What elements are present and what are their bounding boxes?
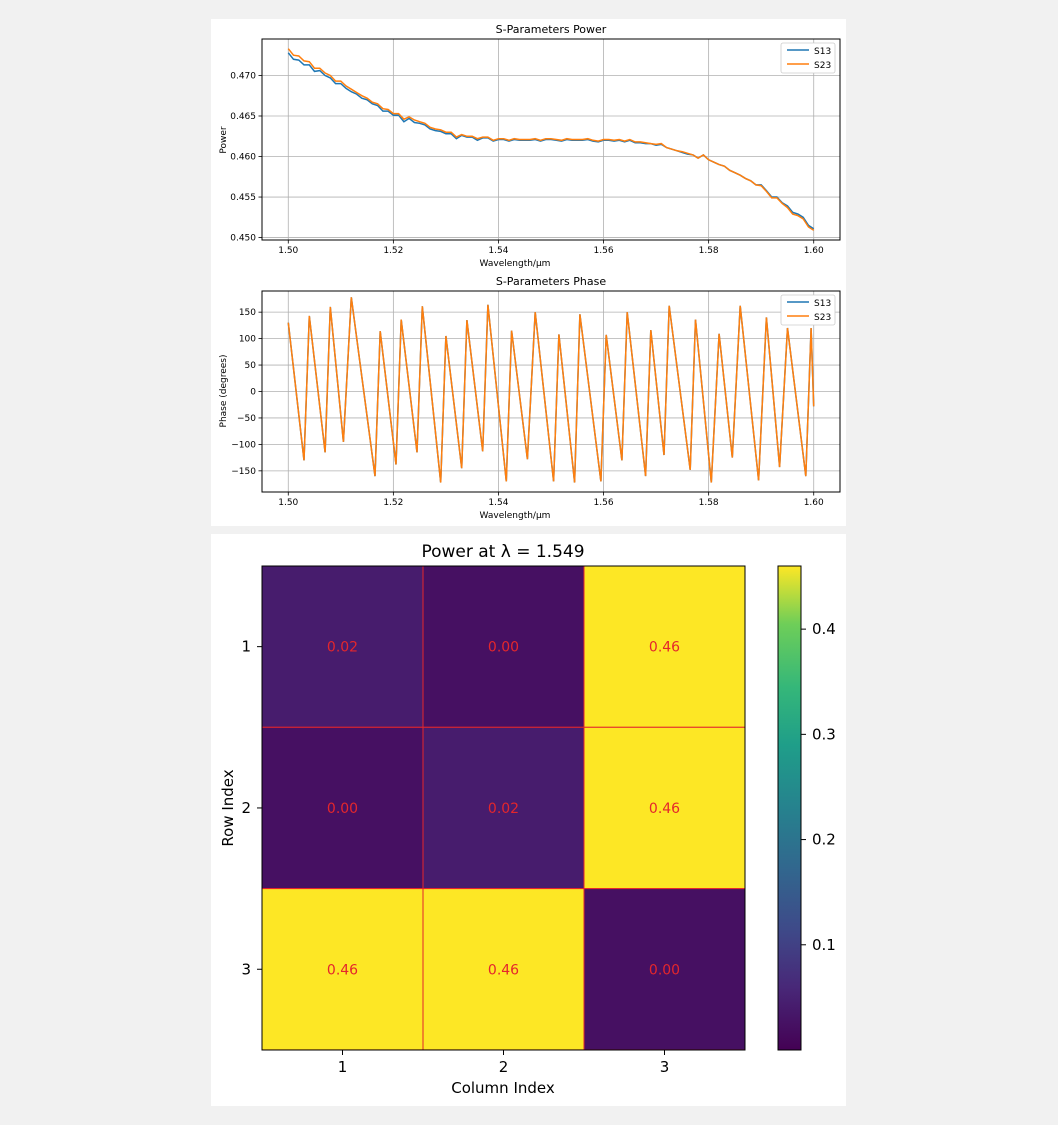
heatmap-panel: Power at λ = 1.549 0.02 0.00 0.46 0.00 0.02 0… (211, 534, 846, 1106)
1-x-tick-label: 1.60 (804, 498, 824, 508)
heatmap-cell (422, 726, 585, 890)
0-series-line-s13 (287, 52, 815, 230)
colorbar-tick-label: 0.4 (812, 620, 836, 638)
power-x-axis-label: Wavelength/μm (480, 259, 551, 269)
1-x-tick-label: 1.56 (594, 498, 614, 508)
power-chart: S-Parameters Power 1.50 1.52 1.54 1.56 1.58 1… (219, 23, 841, 269)
1-x-tick-label: 1.54 (488, 498, 508, 508)
heatmap-cell-label: 0.02 (327, 640, 358, 656)
heatmap-cell-label: 0.46 (327, 962, 358, 978)
1-y-tick-label: 50 (245, 361, 257, 371)
heatmap-cell (422, 565, 585, 728)
0-y-tick-label: 0.470 (230, 71, 256, 81)
phase-legend-label-s13: S13 (814, 299, 831, 309)
heatmap-x-tick-label: 2 (499, 1058, 509, 1076)
0-x-tick-label: 1.56 (594, 246, 614, 256)
phase-legend-label-s23: S23 (814, 313, 831, 323)
phase-ticks: 1.50 1.52 1.54 1.56 1.58 1.60 150 100 50 0 −50 −100… (231, 308, 824, 508)
power-chart-title: S-Parameters Power (496, 23, 607, 36)
heatmap-ticks: 1 2 3 1 2 3 (241, 638, 669, 1076)
power-ticks: 1.50 1.52 1.54 1.56 1.58 1.60 0.450 0.455 0.460 0… (230, 71, 824, 256)
heatmap-cell (261, 888, 424, 1051)
colorbar-tick-label: 0.1 (812, 936, 836, 954)
1-y-tick-label: 100 (239, 335, 256, 345)
phase-x-axis-label: Wavelength/μm (480, 511, 551, 521)
heatmap-y-tick-label: 2 (241, 799, 251, 817)
power-series (287, 48, 815, 231)
1-x-tick-label: 1.50 (278, 498, 298, 508)
heatmap-y-tick-label: 3 (241, 960, 251, 978)
phase-grid (262, 291, 840, 492)
heatmap-cell-label: 0.46 (488, 962, 519, 978)
heatmap-cell-label: 0.02 (488, 801, 519, 817)
1-series-line-s23 (287, 297, 815, 483)
1-y-tick-label: −100 (231, 440, 256, 450)
heatmap-svg: Power at λ = 1.549 0.02 0.00 0.460.00 0.02 0… (219, 542, 836, 1097)
heatmap-cell (583, 888, 746, 1051)
0-y-tick-label: 0.460 (230, 153, 256, 163)
colorbar-tick-label: 0.2 (812, 831, 836, 849)
0-x-tick-label: 1.50 (278, 246, 298, 256)
heatmap-y-tick-label: 1 (241, 638, 251, 656)
0-x-tick-label: 1.52 (383, 246, 403, 256)
1-x-tick-label: 1.58 (699, 498, 719, 508)
heatmap-cell (583, 565, 746, 728)
power-plot-frame (261, 38, 841, 241)
0-y-tick-label: 0.450 (230, 234, 256, 244)
power-y-axis-label: Power (219, 126, 229, 154)
colorbar-ticks: 0.1 0.2 0.3 0.4 (801, 620, 836, 954)
power-legend-label-s13: S13 (814, 47, 831, 57)
phase-chart-title: S-Parameters Phase (496, 275, 606, 288)
heatmap-cells: 0.02 0.00 0.46 0.00 0.02 0.46 0.46 0.46 0.00 (261, 565, 746, 1051)
colorbar-gradient (777, 565, 802, 1051)
1-y-tick-label: 0 (250, 388, 256, 398)
heatmap-cell-label: 0.46 (649, 640, 680, 656)
heatmap-x-tick-label: 1 (338, 1058, 348, 1076)
0-x-tick-label: 1.58 (699, 246, 719, 256)
0-y-tick-label: 0.465 (230, 112, 256, 122)
heatmap-cell (422, 888, 585, 1051)
heatmap-cell-label: 0.00 (327, 801, 358, 817)
phase-y-axis-label: Phase (degrees) (219, 355, 229, 428)
heatmap-y-axis-label: Row Index (219, 769, 237, 846)
0-y-tick-label: 0.455 (230, 193, 256, 203)
heatmap-cell-label: 0.00 (488, 640, 519, 656)
0-x-tick-label: 1.60 (804, 246, 824, 256)
heatmap-x-axis-label: Column Index (451, 1079, 555, 1097)
1-x-tick-label: 1.52 (383, 498, 403, 508)
0-x-tick-label: 1.54 (488, 246, 508, 256)
1-y-tick-label: −50 (237, 414, 256, 424)
power-legend-label-s23: S23 (814, 61, 831, 71)
1-y-tick-label: 150 (239, 308, 256, 318)
phase-series (287, 297, 815, 483)
colorbar: 0.1 0.2 0.3 0.4 (777, 565, 836, 1051)
power-legend: S13 S23 (780, 42, 836, 74)
heatmap-cell-label: 0.00 (649, 962, 680, 978)
heatmap-title: Power at λ = 1.549 (421, 542, 584, 562)
line-charts-panel: S-Parameters Power 1.50 1.52 1.54 1.56 1.58 1… (211, 19, 846, 526)
heatmap-x-tick-label: 3 (660, 1058, 670, 1076)
phase-chart: S-Parameters Phase 1.50 1.52 1.54 1.56 1.58 1… (219, 275, 841, 521)
phase-legend: S13 S23 (780, 294, 836, 326)
0-series-line-s23 (287, 48, 815, 231)
line-charts-svg: S-Parameters Power 1.50 1.52 1.54 1.56 1.58 1… (219, 23, 841, 521)
heatmap-cell (583, 726, 746, 890)
colorbar-tick-label: 0.3 (812, 725, 836, 743)
heatmap-cell-label: 0.46 (649, 801, 680, 817)
1-y-tick-label: −150 (231, 467, 256, 477)
